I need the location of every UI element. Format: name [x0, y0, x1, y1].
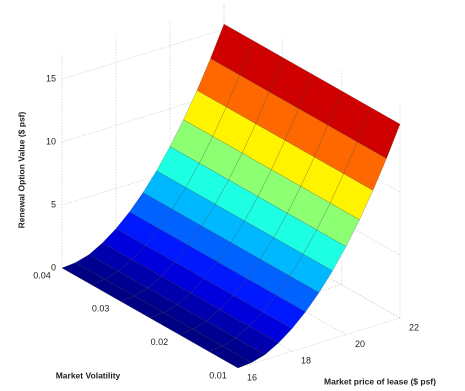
- z-tick-label: 10: [46, 136, 56, 146]
- y-tick-label: 0.03: [92, 304, 110, 314]
- y-axis-label: Market Volatility: [56, 370, 121, 380]
- z-tick-label: 15: [46, 74, 56, 84]
- z-tick-label: 5: [51, 199, 56, 209]
- x-tick-label: 20: [355, 339, 365, 349]
- surface-facet: [208, 345, 252, 369]
- z-tick-label: 0: [51, 262, 56, 272]
- y-tick-label: 0.01: [209, 370, 227, 380]
- y-tick-label: 0.02: [151, 337, 169, 347]
- x-tick-label: 22: [409, 322, 419, 332]
- z-axis-label: Renewal Option Value ($ psf): [16, 112, 26, 229]
- x-tick-label: 16: [247, 372, 257, 382]
- x-axis-label: Market price of lease ($ psf): [324, 376, 436, 386]
- x-tick-label: 18: [301, 356, 311, 366]
- grid-line: [237, 317, 401, 369]
- y-tick-label: 0.04: [33, 270, 51, 280]
- grid-line: [61, 28, 225, 80]
